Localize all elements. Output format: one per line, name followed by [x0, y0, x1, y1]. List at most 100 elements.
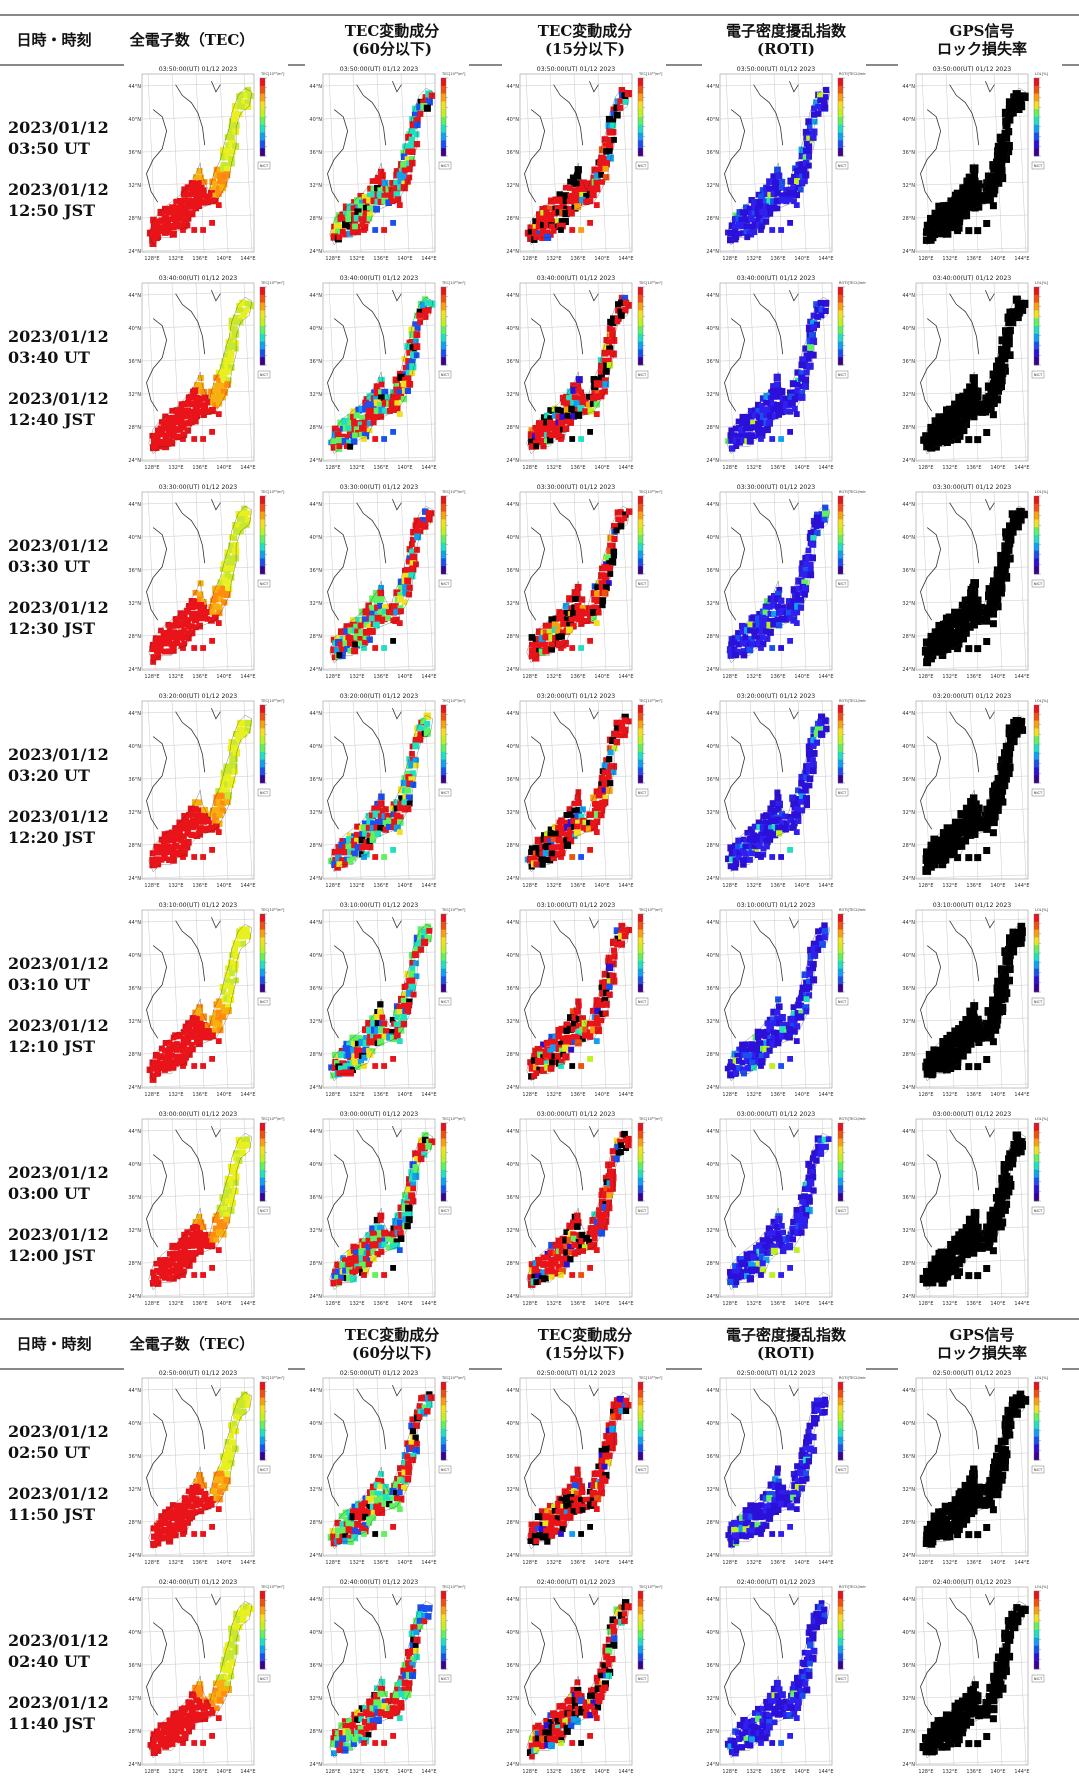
map-title: 02:40:00(UT) 01/12 2023	[737, 1579, 816, 1586]
lat-tick-label: 44°N	[128, 502, 141, 508]
lat-tick-label: 40°N	[706, 1630, 719, 1636]
lat-tick-label: 40°N	[506, 326, 519, 332]
header-line: (60分以下)	[352, 1344, 432, 1362]
lat-tick-label: 40°N	[506, 117, 519, 123]
lat-tick-label: 32°N	[309, 1696, 322, 1702]
colorbar-unit-label: TEC[10¹⁶/m²]	[441, 72, 466, 76]
lat-tick-label: 28°N	[128, 1052, 141, 1058]
ut-date: 2023/01/12	[8, 1630, 126, 1651]
lat-tick-label: 32°N	[128, 810, 141, 816]
lat-tick-label: 40°N	[706, 1421, 719, 1427]
lat-tick-label: 40°N	[128, 326, 141, 332]
lat-tick-label: 40°N	[128, 535, 141, 541]
lon-tick-label: 136°E	[373, 1560, 388, 1566]
lat-tick-label: 32°N	[506, 1228, 519, 1234]
lon-tick-label: 128°E	[144, 674, 159, 680]
lat-tick-label: 28°N	[506, 1261, 519, 1267]
ut-date: 2023/01/12	[8, 1162, 126, 1183]
lat-tick-label: 32°N	[506, 1487, 519, 1493]
colorbar-unit-label: ROTI[TECU/min]	[839, 908, 866, 912]
lat-tick-label: 44°N	[902, 711, 915, 717]
column-header-row: 日時・時刻全電子数（TEC）TEC変動成分(60分以下)TEC変動成分(15分以…	[0, 1320, 1079, 1368]
lon-tick-label: 132°E	[546, 674, 561, 680]
nict-logo: NICT	[638, 373, 647, 377]
lon-tick-label: 140°E	[397, 256, 412, 262]
nict-logo: NICT	[838, 164, 847, 168]
lat-tick-label: 40°N	[706, 117, 719, 123]
map-title: 03:10:00(UT) 01/12 2023	[933, 902, 1012, 909]
lat-tick-label: 44°N	[506, 1388, 519, 1394]
column-header-row: 日時・時刻全電子数（TEC）TEC変動成分(60分以下)TEC変動成分(15分以…	[0, 16, 1079, 64]
jst-date: 2023/01/12	[8, 806, 126, 827]
lon-tick-label: 144°E	[618, 256, 633, 262]
lon-tick-label: 144°E	[818, 1769, 833, 1775]
header-line: GPS信号	[950, 22, 1015, 40]
lat-tick-label: 36°N	[128, 777, 141, 783]
colorbar-unit-label: ROTI[TECU/min]	[839, 1117, 866, 1121]
lat-tick-label: 36°N	[902, 150, 915, 156]
lon-tick-label: 132°E	[546, 1560, 561, 1566]
lon-tick-label: 132°E	[168, 465, 183, 471]
colorbar-unit-label: TEC[10¹⁶/m²]	[638, 699, 663, 703]
lat-tick-label: 44°N	[706, 711, 719, 717]
map-title: 03:10:00(UT) 01/12 2023	[340, 902, 419, 909]
lat-tick-label: 44°N	[309, 711, 322, 717]
timestamp-gap	[8, 159, 126, 179]
lat-tick-label: 24°N	[706, 667, 719, 673]
lon-tick-label: 140°E	[216, 1769, 231, 1775]
lon-tick-label: 144°E	[1014, 1769, 1029, 1775]
lon-tick-label: 136°E	[770, 1092, 785, 1098]
colorbar-unit-label: TEC[10¹⁶/m²]	[260, 699, 285, 703]
header-line: (15分以下)	[545, 1344, 625, 1362]
column-header-3: TEC変動成分(15分以下)	[495, 16, 675, 64]
map-title: 03:50:00(UT) 01/12 2023	[737, 66, 816, 73]
colorbar-unit-label: TEC[10¹⁶/m²]	[638, 72, 663, 76]
ionosphere-map-svg: 03:40:00(UT) 01/12 202344°N40°N36°N32°N2…	[502, 273, 666, 478]
lat-tick-label: 44°N	[128, 84, 141, 90]
lon-tick-label: 140°E	[397, 1560, 412, 1566]
ionosphere-map-svg: 03:00:00(UT) 01/12 202344°N40°N36°N32°N2…	[124, 1109, 288, 1314]
lat-tick-label: 32°N	[506, 183, 519, 189]
lat-tick-label: 36°N	[128, 568, 141, 574]
lon-tick-label: 128°E	[722, 1092, 737, 1098]
lat-tick-label: 40°N	[309, 117, 322, 123]
map-title: 02:50:00(UT) 01/12 2023	[537, 1370, 616, 1377]
lat-tick-label: 24°N	[506, 1085, 519, 1091]
lon-tick-label: 136°E	[570, 465, 585, 471]
lat-tick-label: 40°N	[309, 1162, 322, 1168]
lon-tick-label: 136°E	[966, 465, 981, 471]
map-title: 02:40:00(UT) 01/12 2023	[537, 1579, 616, 1586]
jst-date: 2023/01/12	[8, 1483, 126, 1504]
lon-tick-label: 144°E	[1014, 883, 1029, 889]
nict-logo: NICT	[441, 791, 450, 795]
lon-tick-label: 128°E	[144, 1301, 159, 1307]
lat-tick-label: 40°N	[128, 117, 141, 123]
lat-tick-label: 40°N	[902, 117, 915, 123]
lon-tick-label: 132°E	[546, 256, 561, 262]
map-title: 03:20:00(UT) 01/12 2023	[537, 693, 616, 700]
ionosphere-map-svg: 03:10:00(UT) 01/12 202344°N40°N36°N32°N2…	[124, 900, 288, 1105]
lon-tick-label: 140°E	[794, 674, 809, 680]
lon-tick-label: 136°E	[192, 256, 207, 262]
column-header-2: TEC変動成分(60分以下)	[302, 1320, 482, 1368]
colorbar-unit-label: TEC[10¹⁶/m²]	[441, 281, 466, 285]
map-title: 02:40:00(UT) 01/12 2023	[340, 1579, 419, 1586]
lon-tick-label: 144°E	[240, 1301, 255, 1307]
lat-tick-label: 44°N	[309, 1129, 322, 1135]
lat-tick-label: 32°N	[309, 810, 322, 816]
lon-tick-label: 136°E	[570, 256, 585, 262]
ionosphere-map-svg: 03:40:00(UT) 01/12 202344°N40°N36°N32°N2…	[898, 273, 1062, 478]
lon-tick-label: 128°E	[144, 1769, 159, 1775]
jst-date: 2023/01/12	[8, 1015, 126, 1036]
lon-tick-label: 140°E	[794, 1301, 809, 1307]
lon-tick-label: 132°E	[168, 883, 183, 889]
lon-tick-label: 136°E	[770, 256, 785, 262]
